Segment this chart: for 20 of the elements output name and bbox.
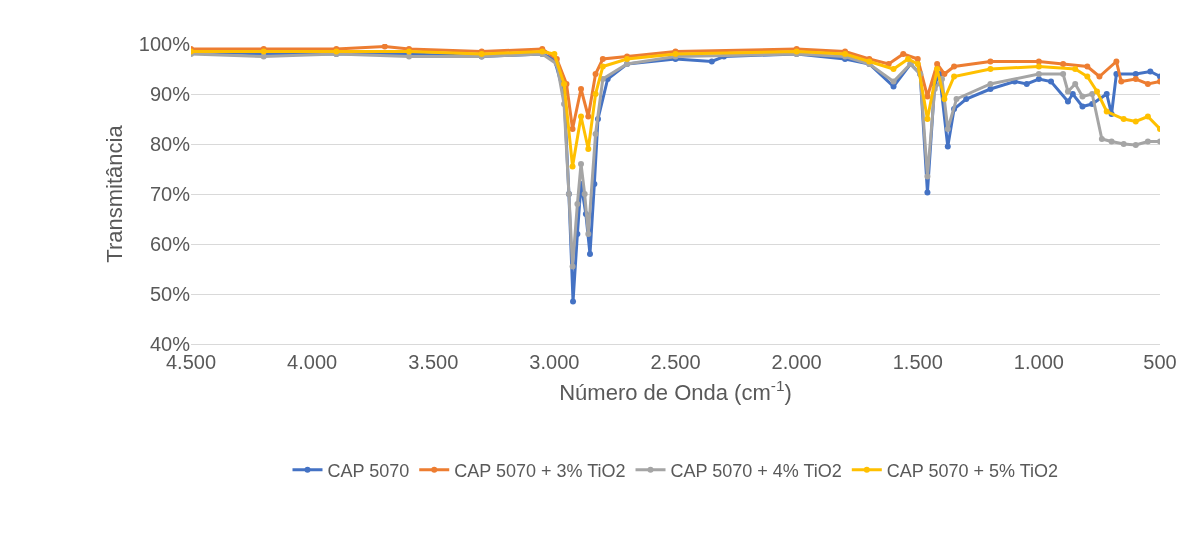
x-axis-title: Número de Onda (cm$^{-1}$) xyxy=(559,376,792,405)
y-tick-label: 70% xyxy=(149,183,191,205)
x-tick-label: 4.000 xyxy=(287,351,338,373)
x-tick-label: 2.000 xyxy=(771,351,822,373)
y-axis-title: Transmitância xyxy=(101,124,127,263)
y-tick-label: 90% xyxy=(149,83,191,105)
legend-label: CAP 5070 + 3% TiO2 xyxy=(454,460,626,481)
x-tick-label: 3.000 xyxy=(529,351,580,373)
x-tick-label: 1.000 xyxy=(1013,351,1064,373)
x-tick-label: 2.500 xyxy=(650,351,701,373)
y-tick-label: 100% xyxy=(138,33,191,55)
y-tick-label: 60% xyxy=(149,233,191,255)
x-tick-label: 3.500 xyxy=(408,351,459,373)
legend-label: CAP 5070 + 4% TiO2 xyxy=(670,460,842,481)
y-tick-label: 80% xyxy=(149,133,191,155)
y-tick-label: 50% xyxy=(149,283,191,305)
legend-label: CAP 5070 xyxy=(327,460,410,481)
x-tick-label: 500 xyxy=(1143,351,1177,373)
x-tick-label: 1.500 xyxy=(892,351,943,373)
legend-label: CAP 5070 + 5% TiO2 xyxy=(886,460,1059,481)
